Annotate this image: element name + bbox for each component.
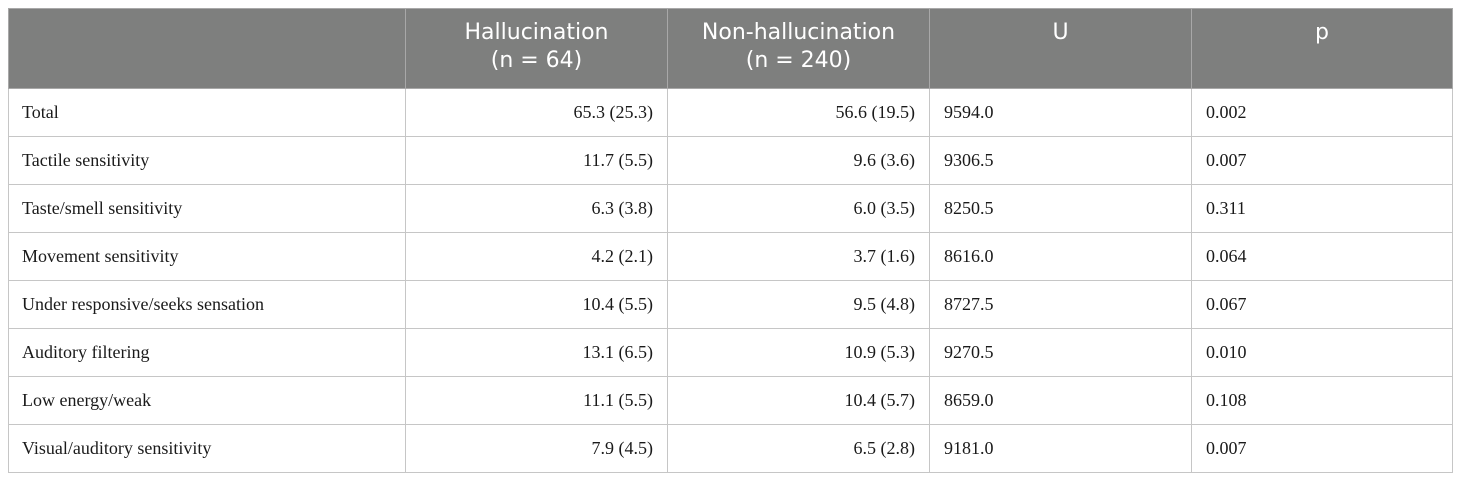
- row-label: Total: [8, 88, 406, 137]
- non-hallucination-value: 9.6 (3.6): [667, 136, 930, 185]
- u-value: 9270.5: [929, 328, 1192, 377]
- p-value: 0.064: [1191, 232, 1453, 281]
- table-row: Under responsive/seeks sensation 10.4 (5…: [8, 280, 1453, 329]
- header-non-hallucination-title: Non-hallucination: [701, 20, 896, 45]
- hallucination-value: 13.1 (6.5): [405, 328, 668, 377]
- hallucination-value: 4.2 (2.1): [405, 232, 668, 281]
- header-cell-p: p: [1191, 8, 1453, 89]
- table-body: Total 65.3 (25.3) 56.6 (19.5) 9594.0 0.0…: [8, 88, 1453, 473]
- table-row: Low energy/weak 11.1 (5.5) 10.4 (5.7) 86…: [8, 376, 1453, 425]
- u-value: 8659.0: [929, 376, 1192, 425]
- non-hallucination-value: 10.9 (5.3): [667, 328, 930, 377]
- u-value: 8727.5: [929, 280, 1192, 329]
- header-cell-blank: [8, 8, 406, 89]
- row-label: Auditory filtering: [8, 328, 406, 377]
- non-hallucination-value: 6.5 (2.8): [667, 424, 930, 473]
- row-label: Under responsive/seeks sensation: [8, 280, 406, 329]
- p-value: 0.311: [1191, 184, 1453, 233]
- header-cell-non-hallucination: Non-hallucination (n = 240): [667, 8, 930, 89]
- u-value: 8250.5: [929, 184, 1192, 233]
- table-row: Movement sensitivity 4.2 (2.1) 3.7 (1.6)…: [8, 232, 1453, 281]
- non-hallucination-value: 56.6 (19.5): [667, 88, 930, 137]
- header-hallucination-n: (n = 64): [490, 48, 583, 73]
- header-hallucination-title: Hallucination: [464, 20, 609, 45]
- u-value: 8616.0: [929, 232, 1192, 281]
- hallucination-value: 11.7 (5.5): [405, 136, 668, 185]
- row-label: Taste/smell sensitivity: [8, 184, 406, 233]
- table-row: Tactile sensitivity 11.7 (5.5) 9.6 (3.6)…: [8, 136, 1453, 185]
- table-header: Hallucination (n = 64) Non-hallucination…: [8, 8, 1453, 89]
- non-hallucination-value: 9.5 (4.8): [667, 280, 930, 329]
- p-value: 0.007: [1191, 424, 1453, 473]
- row-label: Visual/auditory sensitivity: [8, 424, 406, 473]
- data-table-container: Hallucination (n = 64) Non-hallucination…: [8, 8, 1453, 473]
- sensory-profile-table: Hallucination (n = 64) Non-hallucination…: [8, 8, 1453, 473]
- hallucination-value: 7.9 (4.5): [405, 424, 668, 473]
- table-row: Total 65.3 (25.3) 56.6 (19.5) 9594.0 0.0…: [8, 88, 1453, 137]
- header-row: Hallucination (n = 64) Non-hallucination…: [8, 8, 1453, 89]
- table-row: Auditory filtering 13.1 (6.5) 10.9 (5.3)…: [8, 328, 1453, 377]
- p-value: 0.007: [1191, 136, 1453, 185]
- header-non-hallucination-n: (n = 240): [745, 48, 852, 73]
- p-value: 0.108: [1191, 376, 1453, 425]
- row-label: Low energy/weak: [8, 376, 406, 425]
- p-value: 0.067: [1191, 280, 1453, 329]
- table-row: Taste/smell sensitivity 6.3 (3.8) 6.0 (3…: [8, 184, 1453, 233]
- header-u-title: U: [1052, 20, 1069, 45]
- table-row: Visual/auditory sensitivity 7.9 (4.5) 6.…: [8, 424, 1453, 473]
- non-hallucination-value: 10.4 (5.7): [667, 376, 930, 425]
- header-cell-hallucination: Hallucination (n = 64): [405, 8, 668, 89]
- header-cell-u: U: [929, 8, 1192, 89]
- u-value: 9594.0: [929, 88, 1192, 137]
- hallucination-value: 10.4 (5.5): [405, 280, 668, 329]
- header-p-title: p: [1315, 20, 1329, 45]
- p-value: 0.010: [1191, 328, 1453, 377]
- hallucination-value: 65.3 (25.3): [405, 88, 668, 137]
- row-label: Movement sensitivity: [8, 232, 406, 281]
- hallucination-value: 11.1 (5.5): [405, 376, 668, 425]
- p-value: 0.002: [1191, 88, 1453, 137]
- non-hallucination-value: 6.0 (3.5): [667, 184, 930, 233]
- row-label: Tactile sensitivity: [8, 136, 406, 185]
- non-hallucination-value: 3.7 (1.6): [667, 232, 930, 281]
- u-value: 9306.5: [929, 136, 1192, 185]
- u-value: 9181.0: [929, 424, 1192, 473]
- hallucination-value: 6.3 (3.8): [405, 184, 668, 233]
